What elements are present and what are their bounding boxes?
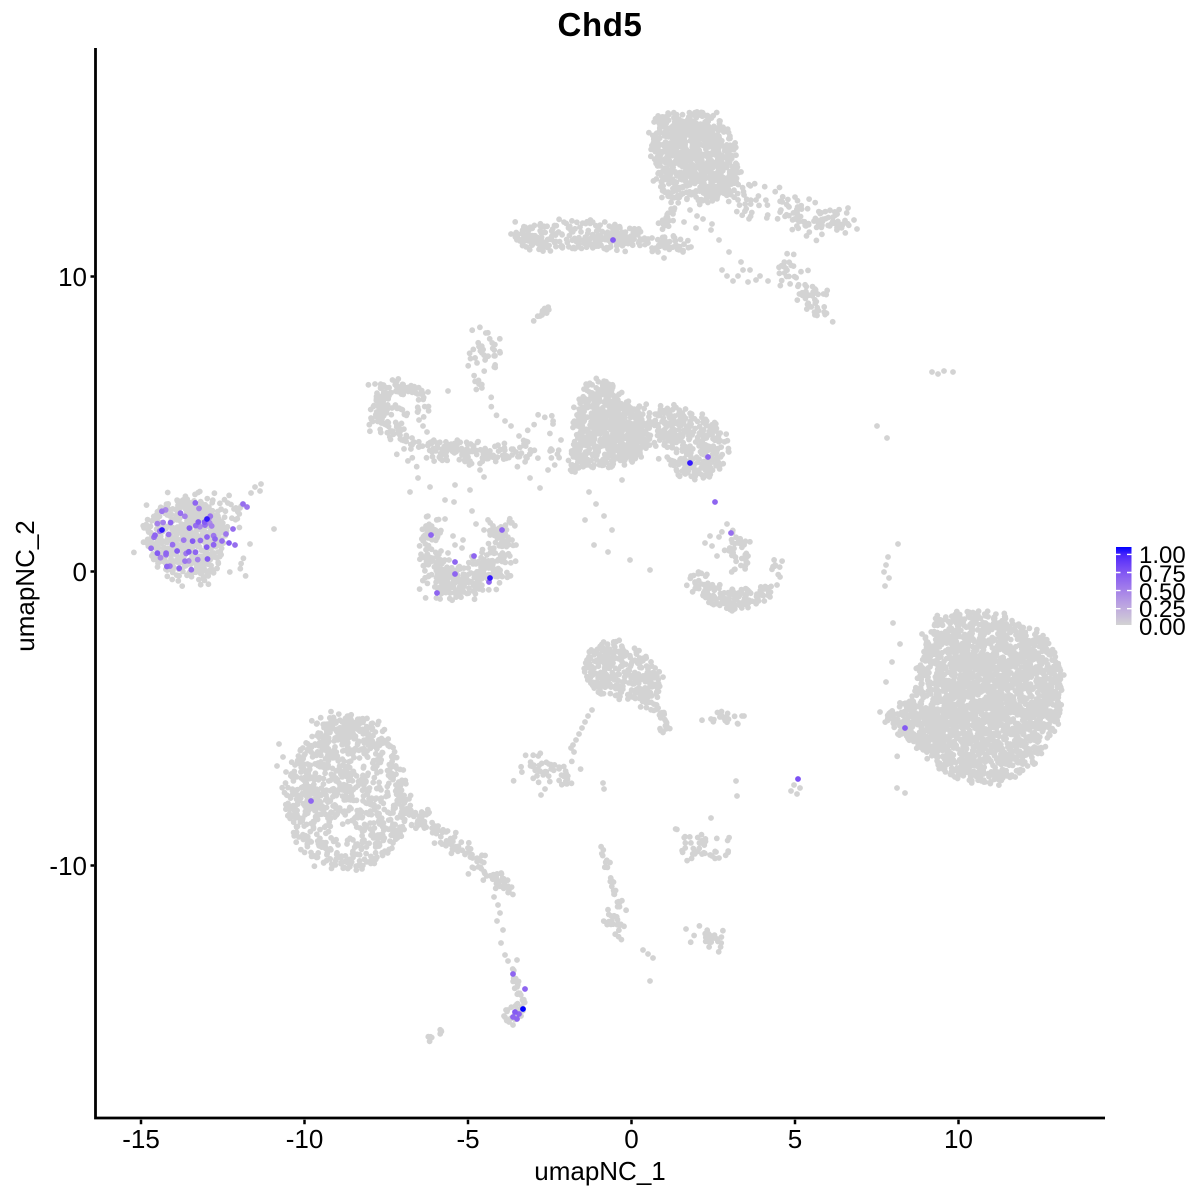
svg-text:0.25: 0.25: [1139, 596, 1186, 623]
svg-text:Chd5: Chd5: [558, 6, 643, 43]
svg-text:0.00: 0.00: [1139, 614, 1186, 641]
svg-text:10: 10: [58, 262, 87, 292]
svg-text:10: 10: [944, 1124, 973, 1154]
svg-text:0.50: 0.50: [1139, 579, 1186, 606]
svg-text:-5: -5: [456, 1124, 479, 1154]
svg-text:umapNC_2: umapNC_2: [10, 520, 40, 652]
svg-text:-10: -10: [49, 851, 87, 881]
svg-text:0: 0: [73, 557, 87, 587]
svg-text:5: 5: [788, 1124, 802, 1154]
svg-text:0: 0: [624, 1124, 638, 1154]
svg-text:-15: -15: [122, 1124, 160, 1154]
svg-text:umapNC_1: umapNC_1: [534, 1156, 666, 1186]
svg-text:-10: -10: [286, 1124, 324, 1154]
svg-text:1.00: 1.00: [1139, 542, 1186, 569]
svg-text:0.75: 0.75: [1139, 561, 1186, 588]
